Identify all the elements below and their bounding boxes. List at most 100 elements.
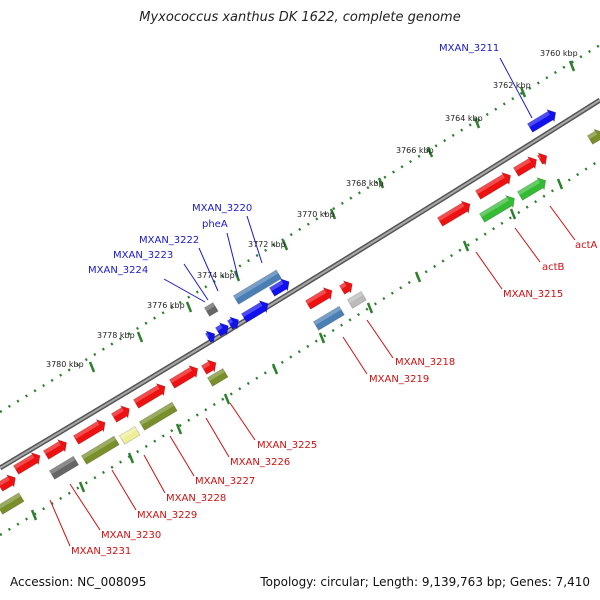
leader-line [198,247,219,292]
gene-arrow [206,367,229,387]
gene-arrow [338,280,353,295]
gene-arrow [118,425,141,445]
gene-label: MXAN_3228 [166,493,226,504]
tick-mark [136,331,144,343]
tick-mark [473,117,481,129]
tick-mark [426,146,434,158]
tick-mark [318,332,326,344]
gene-arrow [478,194,516,223]
leader-line [183,263,209,301]
gene-arrow [232,269,282,305]
tick-label: 3776 kbp [147,301,185,310]
gene-arrow [42,439,68,460]
gene-label: MXAN_3222 [139,235,199,246]
leader-lines [49,57,576,547]
leader-line [514,227,541,263]
gene-arrow [132,382,166,409]
leader-line [499,57,533,119]
gene-label: MXAN_3211 [439,43,499,54]
genome-backbone-highlight [0,99,600,469]
tick-label: 3766 kbp [396,146,434,155]
leader-line [342,336,368,375]
gene-arrow [240,299,269,323]
gene-label: MXAN_3230 [101,530,161,541]
tick-mark [366,302,374,314]
tick-mark [223,393,231,405]
gene-arrow [168,364,199,389]
tick-mark [462,240,470,252]
genome-summary: Topology: circular; Length: 9,139,763 bp… [260,575,590,589]
tick-mark [233,270,241,282]
accession-text: Accession: NC_008095 [10,575,147,589]
tick-mark [519,86,527,98]
leader-line [169,435,195,477]
tick-mark [78,481,86,493]
tick-mark [175,423,183,435]
tick-mark [509,208,517,220]
gene-label: actB [542,262,565,273]
tick-mark [271,363,279,375]
leader-line [49,499,71,547]
tick-mark [556,178,564,190]
tick-label: 3762 kbp [493,81,531,90]
tick-mark [88,361,96,373]
gene-arrow [268,278,290,297]
gene-label: MXAN_3219 [369,374,429,385]
gene-features [0,108,600,515]
leader-line [246,215,263,264]
tick-mark [329,208,337,220]
leader-line [111,469,137,511]
tick-label: 3760 kbp [540,49,578,58]
gene-arrow [204,330,216,345]
tick-mark [377,177,385,189]
tick-label: 3764 kbp [445,114,483,123]
gene-label: MXAN_3220 [192,203,252,214]
gene-arrow [346,290,367,309]
gene-arrow [203,302,219,317]
gene-arrow [516,176,547,201]
gene-arrow [436,200,471,227]
gene-label: MXAN_3215 [503,289,563,300]
tick-mark [568,60,576,72]
gene-arrow [138,401,178,431]
gene-arrow [226,316,240,331]
gene-arrow [312,305,345,331]
tick-labels: 3760 kbp 3762 kbp 3764 kbp 3766 kbp 3768 kbp… [46,49,578,369]
tick-mark [185,301,193,313]
gene-arrow [12,451,41,475]
gene-arrow [0,492,25,515]
gene-arrow [526,108,557,133]
leader-line [226,232,239,278]
genome-backbone [0,97,600,471]
gene-arrow [304,286,333,310]
leader-line [366,319,394,359]
gene-label: MXAN_3227 [195,476,255,487]
gene-label: MXAN_3218 [395,357,455,368]
tick-label: 3774 kbp [197,271,235,280]
tick-mark [414,271,422,283]
gene-label: MXAN_3223 [113,250,173,261]
gene-label: pheA [202,219,228,230]
gene-arrow [0,474,16,492]
leader-line [229,402,256,441]
gene-arrow [214,322,229,337]
tick-label: 3768 kbp [346,179,384,188]
inner-tick-track [0,158,600,537]
gene-label: MXAN_3225 [257,440,317,451]
gene-arrow [512,156,538,177]
gene-label: actA [575,240,598,251]
gene-arrow [474,171,512,200]
gene-label: MXAN_3229 [137,510,197,521]
major-ticks [30,60,576,521]
leader-line [163,278,206,303]
leader-line [69,483,101,531]
tick-mark [281,239,289,251]
leader-line [549,205,576,241]
tick-label: 3780 kbp [46,360,84,369]
tick-label: 3778 kbp [97,331,135,340]
leader-line [205,417,230,458]
tick-mark [127,452,135,464]
gene-arrow [110,405,130,423]
